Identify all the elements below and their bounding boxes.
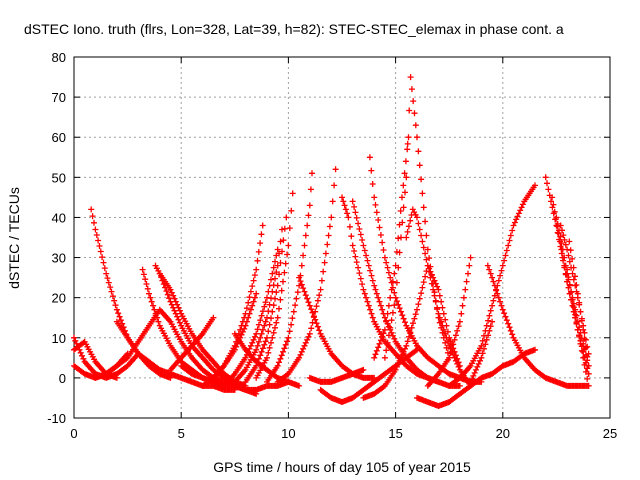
series-20	[274, 166, 339, 385]
series-marks	[264, 170, 315, 385]
y-tick-label: 10	[52, 331, 66, 346]
series-marks	[424, 254, 474, 389]
series-marks	[210, 222, 266, 381]
series-32	[424, 254, 474, 389]
series-41	[564, 266, 592, 389]
series-14	[210, 222, 266, 381]
series-marks	[371, 134, 412, 361]
series-18	[253, 190, 296, 381]
series-11	[167, 314, 217, 373]
series-40	[566, 238, 592, 369]
y-tick-label: 40	[52, 210, 66, 225]
series-marks	[467, 318, 496, 385]
data-marks	[71, 74, 592, 409]
series-19	[264, 170, 315, 385]
y-tick-label: 80	[52, 50, 66, 65]
series-marks	[484, 262, 592, 389]
series-marks	[242, 214, 290, 385]
y-tick-label: 30	[52, 251, 66, 266]
y-tick-label: 70	[52, 90, 66, 105]
series-6	[113, 318, 238, 393]
series-marks	[566, 238, 592, 369]
series-marks	[231, 226, 285, 385]
series-28	[371, 134, 412, 361]
x-tick-label: 20	[496, 426, 510, 441]
series-marks	[113, 318, 238, 393]
series-34	[467, 318, 496, 385]
y-tick-label: 0	[59, 371, 66, 386]
series-17	[242, 214, 290, 385]
series-marks	[306, 366, 367, 385]
x-tick-label: 25	[603, 426, 617, 441]
series-22	[306, 366, 367, 385]
series-5	[92, 306, 228, 385]
x-tick-label: 15	[388, 426, 402, 441]
series-15	[221, 246, 281, 389]
x-axis-label: GPS time / hours of day 105 of year 2015	[213, 459, 471, 475]
series-marks	[253, 190, 296, 381]
y-tick-label: 20	[52, 291, 66, 306]
ticks: 0 5 10 15 20 25 -10 0 10 20 30 40 50 60 70 80	[47, 50, 617, 441]
series-10	[178, 362, 292, 393]
y-tick-label: 50	[52, 170, 66, 185]
series-marks	[564, 266, 592, 389]
series-marks	[92, 306, 228, 385]
series-16	[231, 226, 285, 385]
series-35	[484, 262, 592, 389]
x-tick-label: 5	[178, 426, 185, 441]
x-tick-label: 10	[281, 426, 295, 441]
series-marks	[178, 362, 292, 393]
series-marks	[274, 166, 339, 385]
y-axis-label: dSTEC / TECUs	[6, 187, 22, 289]
x-tick-label: 0	[70, 426, 77, 441]
y-tick-label: 60	[52, 130, 66, 145]
plot-frame	[73, 56, 611, 419]
y-tick-label: -10	[47, 411, 66, 426]
series-marks	[221, 246, 281, 389]
chart-title: dSTEC Iono. truth (flrs, Lon=328, Lat=39…	[24, 21, 564, 37]
series-marks	[167, 314, 217, 373]
grid	[74, 57, 610, 418]
